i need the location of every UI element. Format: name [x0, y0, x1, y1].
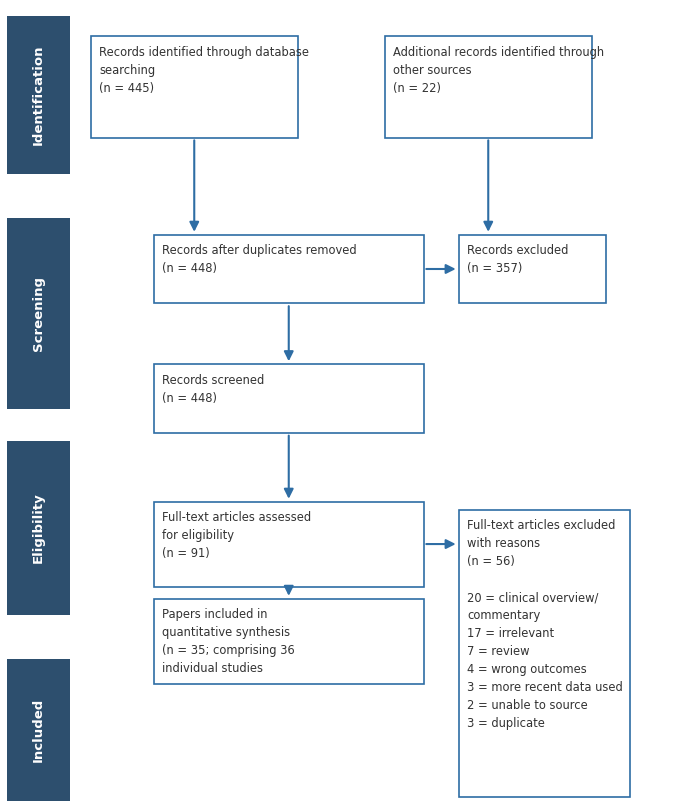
Text: Papers included in
quantitative synthesis
(n = 35; comprising 36
individual stud: Papers included in quantitative synthesi… [162, 608, 295, 676]
FancyBboxPatch shape [7, 16, 70, 174]
FancyBboxPatch shape [7, 659, 70, 801]
Text: Identification: Identification [32, 44, 45, 146]
Text: Records identified through database
searching
(n = 445): Records identified through database sear… [99, 46, 309, 95]
FancyBboxPatch shape [154, 599, 424, 684]
FancyBboxPatch shape [91, 36, 298, 138]
Text: Screening: Screening [32, 276, 45, 351]
Text: Records excluded
(n = 357): Records excluded (n = 357) [467, 244, 568, 275]
Text: Records screened
(n = 448): Records screened (n = 448) [162, 374, 265, 404]
Text: Records after duplicates removed
(n = 448): Records after duplicates removed (n = 44… [162, 244, 357, 275]
FancyBboxPatch shape [154, 235, 424, 303]
FancyBboxPatch shape [154, 502, 424, 587]
Text: Additional records identified through
other sources
(n = 22): Additional records identified through ot… [393, 46, 605, 95]
FancyBboxPatch shape [154, 364, 424, 433]
Text: Full-text articles assessed
for eligibility
(n = 91): Full-text articles assessed for eligibil… [162, 511, 312, 561]
FancyBboxPatch shape [458, 510, 630, 797]
FancyBboxPatch shape [385, 36, 592, 138]
FancyBboxPatch shape [7, 441, 70, 615]
Text: Eligibility: Eligibility [32, 493, 45, 563]
FancyBboxPatch shape [7, 218, 70, 409]
FancyBboxPatch shape [458, 235, 606, 303]
Text: Included: Included [32, 698, 45, 762]
Text: Full-text articles excluded
with reasons
(n = 56)

20 = clinical overview/
comme: Full-text articles excluded with reasons… [467, 519, 623, 731]
